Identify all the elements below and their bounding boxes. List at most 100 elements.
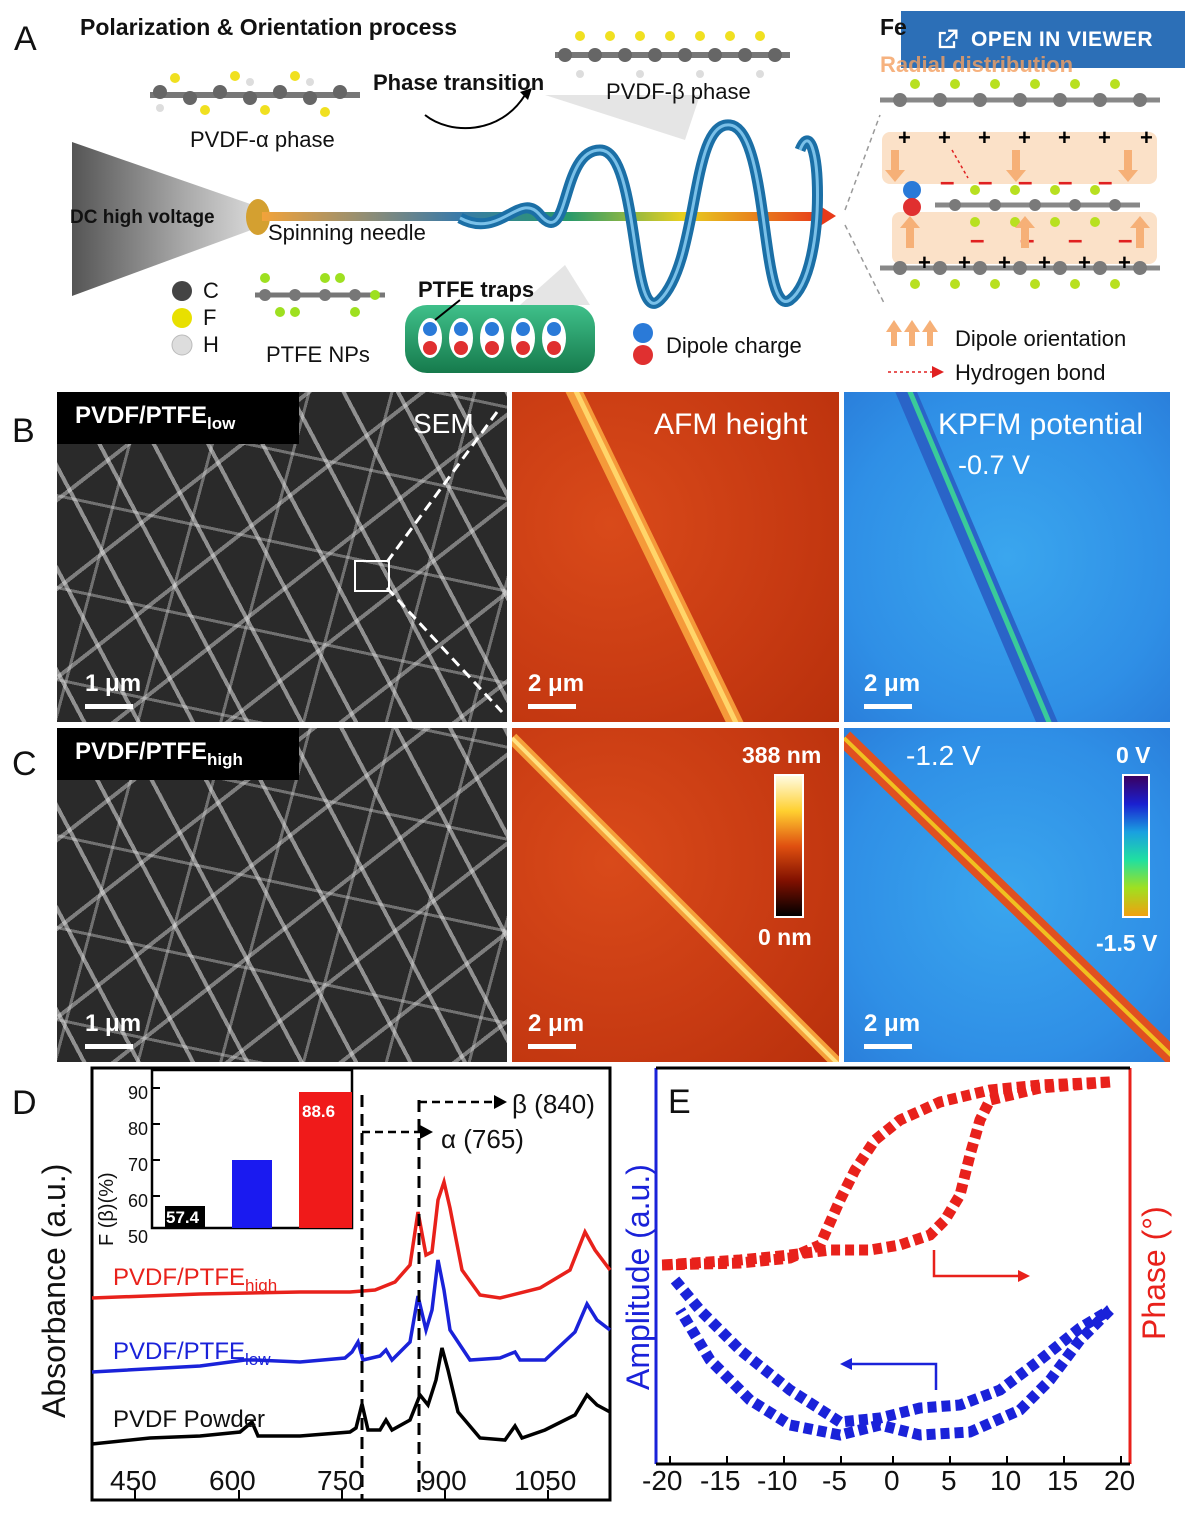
- svg-text:+: +: [978, 125, 991, 150]
- inset-ytick: 90: [127, 1083, 148, 1103]
- svg-text:–: –: [1058, 166, 1072, 196]
- dc-voltage-label: DC high voltage: [70, 207, 215, 228]
- panel-a-diagram: +++++++ ++++++ ––––– ––––: [72, 31, 1160, 378]
- inset-yticks: 90 80 70 60 50: [124, 1075, 148, 1255]
- svg-text:+: +: [1118, 250, 1131, 275]
- afm-image-low: AFM height 2 μm: [512, 392, 839, 722]
- sem-label: SEM: [413, 408, 474, 439]
- panel-b-letter: B: [12, 412, 35, 450]
- pfm-xtick: -5: [822, 1465, 847, 1496]
- open-in-viewer-label: OPEN IN VIEWER: [970, 27, 1154, 51]
- inset-ytick: 50: [127, 1227, 148, 1247]
- panel-d-letter: D: [12, 1084, 37, 1122]
- dipole-charge-label: Dipole charge: [666, 333, 802, 358]
- panel-a-right-title: Fe: [880, 14, 907, 40]
- svg-text:+: +: [998, 250, 1011, 275]
- panel-a-letter: A: [14, 20, 37, 58]
- kpfm-colorbar: [1122, 774, 1150, 918]
- kpfm-colorbar-max: 0 V: [1116, 742, 1151, 768]
- inset-bar-label-1: 57.4: [166, 1208, 200, 1227]
- svg-text:–: –: [1068, 224, 1082, 254]
- legend-c: C: [203, 278, 219, 303]
- kpfm-colorbar-min: -1.5 V: [1096, 930, 1158, 956]
- ftir-xtick: 900: [420, 1465, 467, 1496]
- svg-text:+: +: [918, 250, 931, 275]
- legend-pvdf-powder: PVDF Powder: [113, 1406, 266, 1433]
- inset-bar-label-3: 88.6: [302, 1102, 336, 1121]
- afm-image-high: 388 nm 0 nm 2 μm: [512, 728, 839, 1062]
- svg-text:–: –: [978, 166, 992, 196]
- hydrogen-bond-label: Hydrogen bond: [955, 360, 1106, 385]
- svg-text:+: +: [1058, 125, 1071, 150]
- svg-text:+: +: [938, 125, 951, 150]
- beta-phase-label: PVDF-β phase: [606, 79, 751, 104]
- afm-colorbar-max: 388 nm: [742, 742, 822, 768]
- scale-bar-sem-low: 1 μm: [85, 670, 141, 709]
- svg-text:–: –: [970, 224, 984, 254]
- annotation-alpha: α (765): [441, 1124, 524, 1154]
- kpfm-image-high: -1.2 V 0 V -1.5 V 2 μm: [844, 728, 1170, 1062]
- scale-bar-afm-low: 2 μm: [528, 670, 584, 709]
- kpfm-label: KPFM potential: [938, 408, 1144, 441]
- panel-a-title: Polarization & Orientation process: [80, 14, 458, 40]
- legend-h: H: [203, 332, 219, 357]
- open-in-viewer-button[interactable]: OPEN IN VIEWER: [901, 11, 1185, 68]
- inset-bar-2: [232, 1160, 272, 1228]
- afm-colorbar: [774, 774, 804, 918]
- svg-text:–: –: [1098, 166, 1112, 196]
- annotation-beta: β (840): [512, 1089, 595, 1119]
- svg-text:–: –: [940, 166, 954, 196]
- amplitude-loop: [670, 1276, 1114, 1441]
- legend-f: F: [203, 305, 217, 330]
- pfm-chart: [654, 1066, 1132, 1466]
- phase-transition-label: Phase transition: [373, 70, 545, 95]
- inset-ytick: 80: [127, 1119, 148, 1139]
- needle-label: Spinning needle: [268, 220, 426, 245]
- ptfe-nps-label: PTFE NPs: [266, 342, 370, 367]
- legend-pvdf-ptfe-low: PVDF/PTFElow: [113, 1338, 271, 1369]
- sem-image-high: PVDF/PTFEhigh 1 μm: [57, 728, 507, 1062]
- inset-bar-label-2: 69.7: [234, 1144, 268, 1163]
- zoom-box: [354, 560, 390, 592]
- inset-bar-1: [165, 1206, 205, 1228]
- panel-e-letter: E: [668, 1083, 691, 1121]
- pfm-xtick: 15: [1047, 1465, 1079, 1496]
- amplitude-axis-label: Amplitude (a.u.): [620, 1164, 656, 1390]
- svg-text:+: +: [1140, 125, 1153, 150]
- dc-voltage-cone: [72, 142, 262, 296]
- afm-label: AFM height: [654, 408, 808, 441]
- ftir-chart: [90, 1066, 612, 1502]
- scale-bar-afm-high: 2 μm: [528, 1010, 584, 1049]
- pvdf-alpha-chain: [150, 71, 360, 117]
- pfm-xtick: -15: [700, 1465, 741, 1496]
- scale-bar-kpfm-low: 2 μm: [864, 670, 920, 709]
- panel-a-right-subtitle: Radial distribution: [880, 52, 1074, 77]
- alpha-phase-label: PVDF-α phase: [190, 127, 335, 152]
- svg-text:–: –: [1118, 224, 1132, 254]
- ftir-xtick: 450: [110, 1465, 157, 1496]
- pfm-xtick: 10: [990, 1465, 1022, 1496]
- pfm-xtick: 20: [1104, 1465, 1136, 1496]
- svg-text:+: +: [1078, 250, 1091, 275]
- ftir-xtick: 600: [209, 1465, 256, 1496]
- ftir-xtick: 1050: [514, 1465, 577, 1496]
- svg-text:+: +: [1018, 125, 1031, 150]
- ptfe-nps-chain: [255, 273, 385, 317]
- pfm-xtick: -10: [757, 1465, 798, 1496]
- phase-loop: [661, 1076, 1111, 1271]
- legend-pvdf-ptfe-high: PVDF/PTFEhigh: [113, 1264, 278, 1295]
- scale-bar-sem-high: 1 μm: [85, 1010, 141, 1049]
- svg-text:+: +: [898, 125, 911, 150]
- series-line-pvdf-powder: [91, 1347, 611, 1446]
- inset-ylabel: F (β)(%): [96, 1172, 118, 1246]
- pfm-xtick: -20: [642, 1465, 683, 1496]
- pfm-xtick: 5: [941, 1465, 957, 1496]
- ftir-plot-frame: [90, 1066, 612, 1502]
- kpfm-value-high: -1.2 V: [906, 740, 981, 771]
- sample-tag-low: PVDF/PTFElow: [57, 392, 299, 444]
- inset-bar-3: [299, 1092, 352, 1228]
- external-link-icon: [938, 29, 958, 48]
- ftir-xtick: 750: [317, 1465, 364, 1496]
- scale-bar-kpfm-high: 2 μm: [864, 1010, 920, 1049]
- afm-colorbar-min: 0 nm: [758, 924, 812, 950]
